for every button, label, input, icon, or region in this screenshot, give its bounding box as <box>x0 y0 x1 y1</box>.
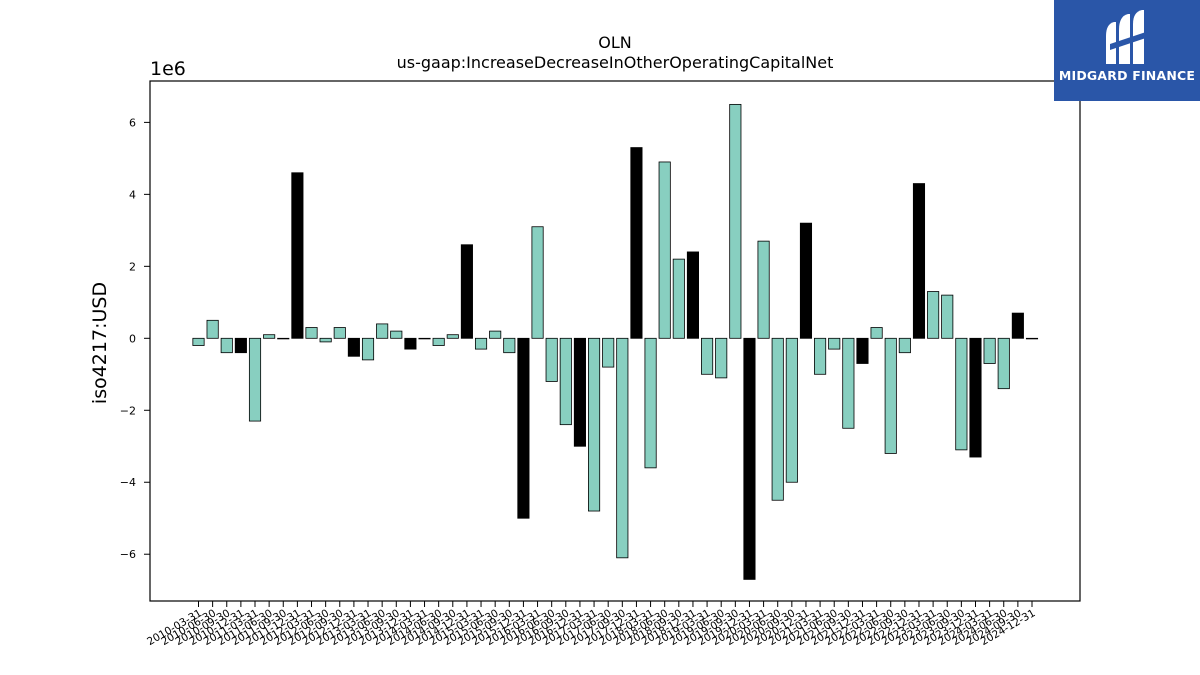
bars-layer <box>192 103 1039 580</box>
bar <box>771 337 784 501</box>
bar <box>785 337 798 483</box>
bar <box>291 172 304 339</box>
midgard-logo-icon <box>1106 10 1146 64</box>
y-tick-label: −4 <box>120 476 136 489</box>
bar <box>460 244 473 339</box>
bar <box>277 337 290 340</box>
bar <box>743 337 756 580</box>
chart-title: OLN <box>598 33 631 52</box>
bar <box>361 337 375 361</box>
bar <box>856 337 869 364</box>
bar <box>828 337 841 350</box>
y-tick-label: 6 <box>129 116 136 129</box>
y-tick-label: 2 <box>129 260 136 273</box>
bar <box>842 337 855 429</box>
y-tick-label: −2 <box>120 404 136 417</box>
bar <box>672 258 685 339</box>
bar <box>446 334 459 339</box>
bar <box>376 323 389 339</box>
bar <box>432 337 445 346</box>
bar <box>941 294 954 339</box>
bar <box>347 337 360 357</box>
bar <box>545 337 558 382</box>
bar <box>404 337 417 350</box>
bar <box>997 337 1010 390</box>
bar <box>503 337 516 354</box>
bar <box>969 337 982 458</box>
bar <box>644 337 657 469</box>
bar <box>263 334 276 339</box>
y-tick-label: −6 <box>120 548 136 561</box>
brand-logo: MIDGARD FINANCE <box>1054 0 1200 101</box>
bar <box>319 337 332 343</box>
brand-name: MIDGARD FINANCE <box>1058 68 1196 83</box>
bar <box>1011 312 1024 339</box>
bar <box>715 337 728 379</box>
bar <box>658 161 671 339</box>
y-tick-label: 0 <box>129 332 136 345</box>
bar <box>390 330 403 339</box>
bar <box>305 327 318 339</box>
bar <box>248 337 262 422</box>
plot-frame <box>149 80 1081 602</box>
bar <box>474 337 488 350</box>
bar <box>898 337 911 354</box>
bar <box>206 319 219 339</box>
bar <box>799 222 813 339</box>
bar <box>884 337 897 454</box>
y-tick-label: 4 <box>129 188 136 201</box>
bar <box>616 337 629 559</box>
bar <box>814 337 827 375</box>
bar <box>531 226 544 339</box>
bar <box>418 337 431 340</box>
bar <box>757 240 770 339</box>
bar <box>870 327 883 339</box>
bar <box>1025 337 1039 340</box>
bar <box>983 337 996 364</box>
bar <box>234 337 247 354</box>
bar <box>927 291 940 339</box>
bar <box>192 337 205 346</box>
bar <box>588 337 601 512</box>
bar <box>573 337 586 447</box>
bar <box>630 147 643 339</box>
bar <box>602 337 615 368</box>
bar <box>489 330 502 339</box>
bar <box>955 337 968 451</box>
y-axis-label: iso4217:USD <box>89 282 111 404</box>
bar <box>517 337 530 519</box>
y-scale-label: 1e6 <box>150 58 186 80</box>
bar <box>220 337 233 354</box>
bar <box>912 183 926 339</box>
ticks-layer: 2010-03-312010-06-302010-09-302010-12-31… <box>120 116 1038 648</box>
bar <box>701 337 714 375</box>
bar <box>729 103 742 339</box>
bar <box>686 251 699 339</box>
bar <box>333 327 346 339</box>
bar <box>559 337 572 426</box>
chart-subtitle: us-gaap:IncreaseDecreaseInOtherOperating… <box>397 53 834 72</box>
